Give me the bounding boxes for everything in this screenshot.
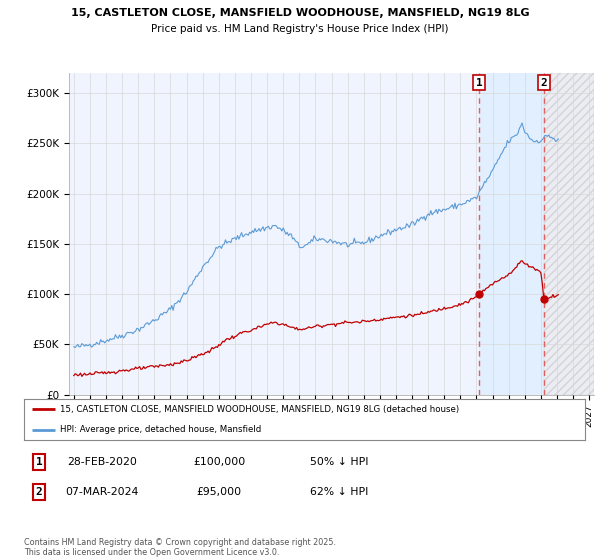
- Text: £100,000: £100,000: [193, 457, 245, 467]
- Text: 1: 1: [35, 457, 43, 467]
- Text: 15, CASTLETON CLOSE, MANSFIELD WOODHOUSE, MANSFIELD, NG19 8LG (detached house): 15, CASTLETON CLOSE, MANSFIELD WOODHOUSE…: [61, 405, 460, 414]
- Text: 1: 1: [476, 78, 482, 87]
- Text: 15, CASTLETON CLOSE, MANSFIELD WOODHOUSE, MANSFIELD, NG19 8LG: 15, CASTLETON CLOSE, MANSFIELD WOODHOUSE…: [71, 8, 529, 18]
- Text: 2: 2: [35, 487, 43, 497]
- Text: 2: 2: [541, 78, 547, 87]
- Text: Price paid vs. HM Land Registry's House Price Index (HPI): Price paid vs. HM Land Registry's House …: [151, 24, 449, 34]
- Bar: [479, 73, 544, 395]
- Text: 62% ↓ HPI: 62% ↓ HPI: [310, 487, 368, 497]
- Bar: [544, 73, 594, 395]
- Text: £95,000: £95,000: [196, 487, 242, 497]
- Text: HPI: Average price, detached house, Mansfield: HPI: Average price, detached house, Mans…: [61, 425, 262, 434]
- Text: 07-MAR-2024: 07-MAR-2024: [65, 487, 139, 497]
- Text: 50% ↓ HPI: 50% ↓ HPI: [310, 457, 368, 467]
- Text: Contains HM Land Registry data © Crown copyright and database right 2025.
This d: Contains HM Land Registry data © Crown c…: [24, 538, 336, 557]
- Text: 28-FEB-2020: 28-FEB-2020: [67, 457, 137, 467]
